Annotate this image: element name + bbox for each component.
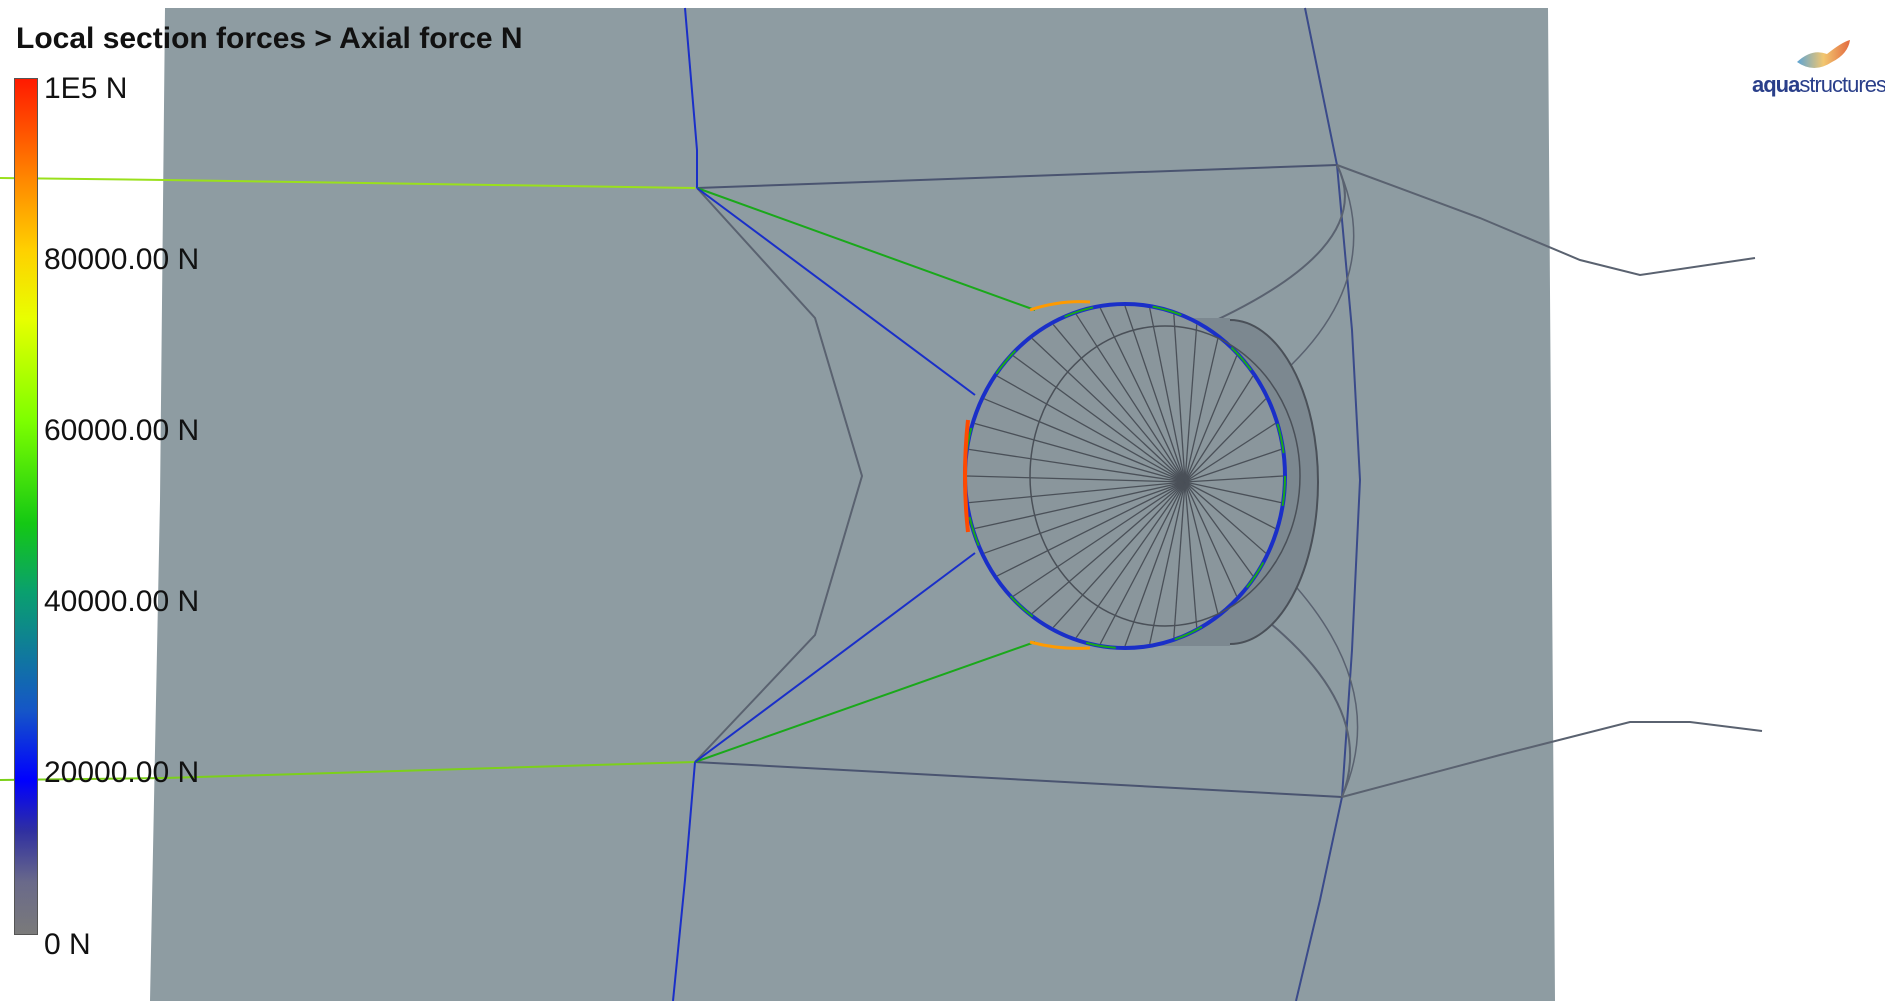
net-radial-line [1124,481,1186,647]
net-radial-line [1124,305,1186,483]
net-radial-line [1184,481,1219,614]
bridle-blue-upper [696,187,976,396]
net-radial-line [984,481,1186,554]
result-title: Local section forces > Axial force N [16,22,523,55]
bridle-right-upper-2 [1274,164,1355,381]
net-radial-line [1075,313,1186,483]
net-radial-line [1099,307,1186,483]
net-radial-line [1031,337,1186,483]
frame-line-right [1295,7,1362,1001]
legend-colorbar [14,78,38,935]
net-radial-line [1149,481,1186,645]
bridle-right-lower [1239,599,1352,798]
net-radial-line [1184,481,1267,554]
net-radial-line [974,481,1186,530]
aquastructures-logo-icon [1797,40,1850,68]
bridle-right-lower-2 [1289,579,1359,798]
cage-inner-ring [1029,325,1301,627]
net-radial-lines [966,305,1284,647]
mooring-line-lower-right [1341,721,1763,798]
high-force-segment-bottom [1029,640,1091,650]
bridle-left [694,187,864,763]
net-radial-line [996,481,1186,577]
high-force-segment-top [1029,300,1091,312]
net-radial-line [1031,481,1186,615]
bridle-right-upper [1189,164,1346,333]
net-radial-line [1052,324,1186,483]
net-radial-line [1149,307,1186,483]
net-radial-line [1184,481,1238,597]
cage-front-ring-accent [964,303,1286,649]
net-radial-line [1184,481,1198,628]
logo-wordmark: aquastructures® [1752,72,1885,97]
legend-tick-80000: 80000.00 N [44,243,200,276]
net-radial-line [996,375,1186,483]
legend-tick-60000: 60000.00 N [44,414,200,447]
net-radial-line [1184,398,1267,483]
net-radial-line [1184,481,1282,504]
net-radial-line [1184,375,1254,483]
net-radial-line [1012,355,1186,483]
mooring-line-lower-left [0,761,696,781]
bridle-green-lower [694,641,1036,763]
bridle-blue-lower [694,552,976,763]
frame-bottom [694,761,1343,798]
net-radial-line [1184,338,1219,483]
net-radial-line [1184,448,1282,483]
legend-tick-max: 1E5 N [44,72,128,105]
frame-line-left-lower [672,761,696,1001]
frame-line-left-upper [684,7,698,188]
net-radial-line [1173,314,1186,483]
net-radial-line [966,475,1186,483]
high-force-segment [963,419,970,533]
net-radial-line [1012,481,1186,597]
sea-plane [150,8,1555,1001]
bridle-green-upper [696,187,1036,311]
net-radial-line [1184,355,1238,483]
net-radial-line [983,398,1186,483]
net-radial-line [1184,481,1276,530]
net-radial-line [968,481,1186,504]
legend-tick-min: 0 N [44,928,91,961]
net-radial-line [968,448,1186,483]
net-radial-line [1075,481,1186,639]
net-radial-line [1184,481,1254,577]
net-radial-line [974,422,1186,483]
legend-tick-40000: 40000.00 N [44,585,200,618]
net-radial-line [1173,481,1186,638]
net-radial-line [1052,481,1186,628]
net-radial-line [1184,422,1276,483]
legend-tick-20000: 20000.00 N [44,756,200,789]
net-radial-line [1184,324,1198,483]
mooring-line-upper-left [0,177,696,189]
net-radial-line [1184,475,1284,483]
frame-top [696,164,1338,189]
net-radial-line [1099,481,1186,645]
mooring-line-upper-right [1336,164,1756,277]
